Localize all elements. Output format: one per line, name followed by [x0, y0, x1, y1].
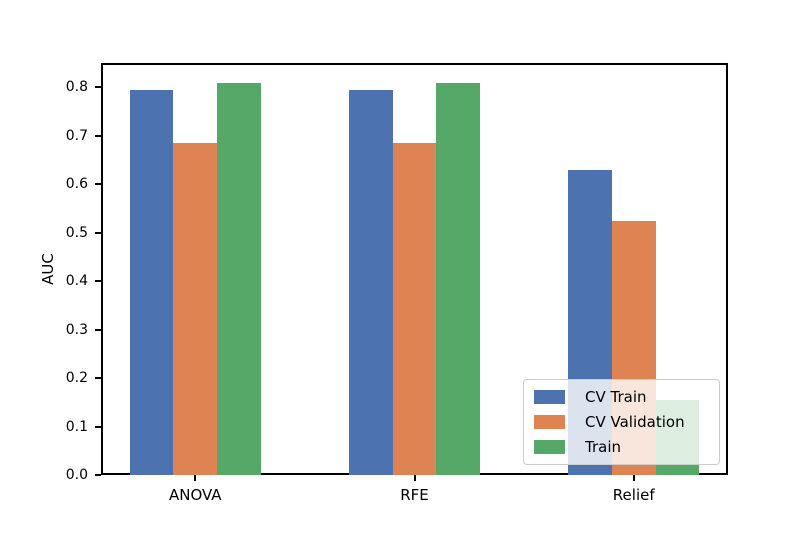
- legend-row-train: Train: [534, 434, 719, 459]
- y-tick-mark: [95, 280, 101, 283]
- y-tick-label: 0.5: [65, 224, 88, 241]
- y-tick-mark: [95, 183, 101, 186]
- y-tick-label: 0.3: [65, 321, 88, 338]
- y-tick-label: 0.8: [65, 79, 88, 96]
- y-tick-mark: [95, 86, 101, 89]
- x-tick-label-rfe: RFE: [400, 486, 429, 504]
- legend-row-cv-validation: CV Validation: [534, 410, 719, 435]
- y-tick-mark: [95, 134, 101, 137]
- legend-label: CV Validation: [585, 413, 685, 431]
- y-tick-mark: [95, 328, 101, 331]
- legend-row-cv-train: CV Train: [534, 385, 719, 410]
- y-tick-label: 0.0: [65, 467, 88, 483]
- legend-label: Train: [585, 437, 621, 456]
- y-tick-label: 0.4: [65, 273, 88, 290]
- bar-rfe-train: [436, 82, 481, 475]
- legend-swatch-icon: [534, 439, 565, 454]
- legend-swatch-icon: [534, 415, 565, 429]
- x-tick-mark: [413, 475, 416, 481]
- bar-anova-cv-validation: [173, 143, 218, 475]
- legend-swatch-icon: [534, 390, 565, 405]
- x-tick-label-relief: Relief: [612, 486, 655, 504]
- y-tick-mark: [95, 474, 101, 476]
- x-tick-label-anova: ANOVA: [168, 486, 222, 504]
- y-tick-label: 0.7: [65, 127, 88, 144]
- y-tick-mark: [95, 425, 101, 428]
- bar-anova-train: [217, 82, 262, 475]
- bar-rfe-cv-validation: [392, 143, 437, 475]
- y-tick-label: 0.1: [65, 418, 88, 435]
- y-tick-mark: [95, 231, 101, 234]
- bar-anova-cv-train: [129, 89, 174, 475]
- legend-label: CV Train: [585, 388, 647, 407]
- y-tick-label: 0.6: [65, 176, 88, 193]
- x-tick-mark: [632, 475, 635, 481]
- x-tick-mark: [194, 475, 197, 481]
- bar-rfe-cv-train: [348, 89, 393, 475]
- legend: CV Train CV Validation Train: [523, 379, 720, 465]
- y-tick-label: 0.2: [65, 370, 88, 387]
- y-tick-mark: [95, 377, 101, 380]
